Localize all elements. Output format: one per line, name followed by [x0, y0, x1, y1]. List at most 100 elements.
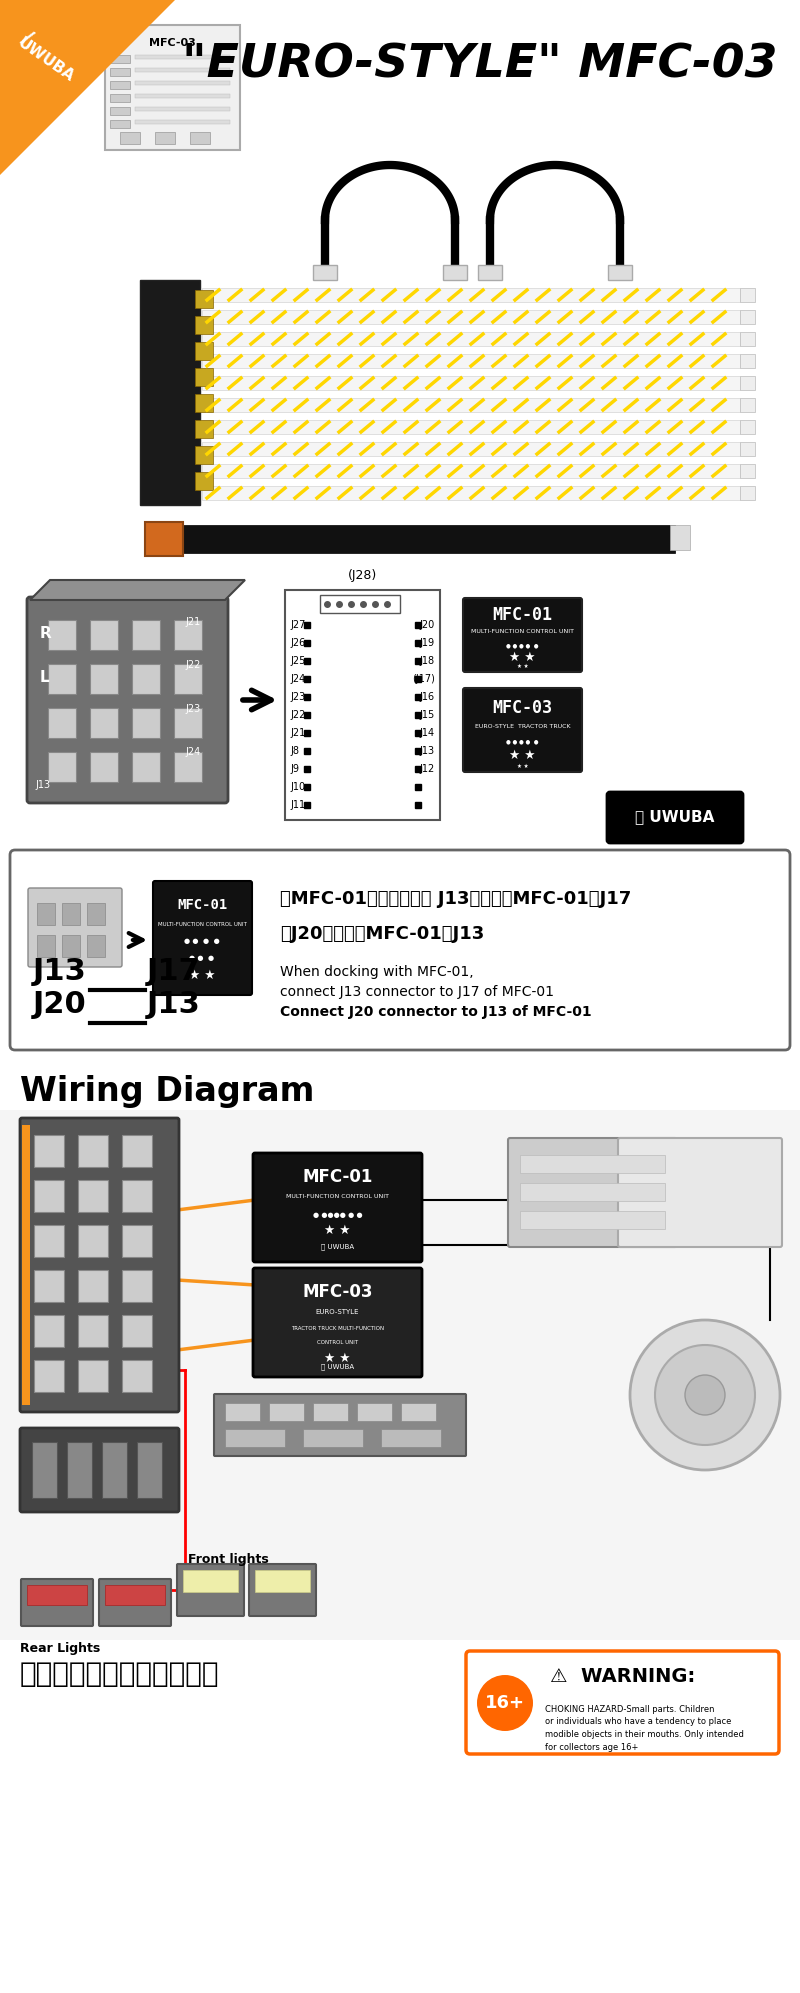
Bar	[110, 68, 130, 76]
Text: ★ ★: ★ ★	[517, 763, 528, 769]
Text: "EURO-STYLE" MFC-03: "EURO-STYLE" MFC-03	[182, 42, 778, 88]
Bar	[195, 369, 213, 387]
Bar	[135, 108, 230, 112]
Bar	[132, 620, 160, 650]
FancyBboxPatch shape	[105, 26, 240, 149]
Bar	[202, 486, 740, 500]
Bar	[135, 94, 230, 98]
Bar	[62, 903, 80, 925]
Bar	[195, 421, 213, 438]
Bar	[110, 120, 130, 128]
Text: MFC-03: MFC-03	[302, 1283, 373, 1301]
Text: MFC-01: MFC-01	[302, 1168, 373, 1186]
FancyBboxPatch shape	[607, 791, 743, 843]
Bar	[174, 664, 202, 694]
Bar	[145, 522, 183, 556]
Text: MULTI-FUNCTION CONTROL UNIT: MULTI-FUNCTION CONTROL UNIT	[471, 630, 574, 634]
Bar	[202, 421, 740, 434]
Bar	[34, 1226, 64, 1258]
Text: ● ●  ●: ● ● ●	[190, 955, 214, 961]
Polygon shape	[0, 0, 175, 175]
Text: 16+: 16+	[485, 1694, 525, 1712]
Text: J24: J24	[290, 674, 306, 684]
Bar	[195, 343, 213, 361]
Text: J20: J20	[420, 620, 435, 630]
Text: J18: J18	[420, 656, 435, 666]
Text: Rear Lights: Rear Lights	[20, 1642, 100, 1654]
Circle shape	[477, 1674, 533, 1732]
Text: ★ ★: ★ ★	[189, 969, 215, 981]
Bar	[155, 132, 175, 143]
Text: J22: J22	[290, 710, 306, 719]
Text: MULTI-FUNCTION CONTROL UNIT: MULTI-FUNCTION CONTROL UNIT	[158, 923, 246, 927]
FancyBboxPatch shape	[466, 1650, 779, 1754]
Bar	[202, 442, 740, 456]
Text: 🔰 UWUBA: 🔰 UWUBA	[321, 1363, 354, 1371]
Text: J22: J22	[185, 660, 200, 670]
Text: J21: J21	[290, 727, 306, 737]
Bar	[478, 265, 502, 279]
Bar	[195, 291, 213, 309]
Bar	[183, 1570, 238, 1592]
FancyBboxPatch shape	[463, 688, 582, 771]
Text: connect J13 connector to J17 of MFC-01: connect J13 connector to J17 of MFC-01	[280, 985, 554, 998]
Bar	[443, 265, 467, 279]
Bar	[195, 317, 213, 335]
FancyBboxPatch shape	[21, 1578, 93, 1626]
Text: J24: J24	[185, 747, 200, 757]
Bar	[105, 1584, 165, 1604]
Text: ● ● ● ●  ●: ● ● ● ● ●	[506, 644, 538, 648]
Bar	[22, 1124, 30, 1405]
Text: J19: J19	[420, 638, 435, 648]
Bar	[34, 1180, 64, 1212]
Bar	[78, 1270, 108, 1301]
Bar	[740, 355, 755, 369]
FancyBboxPatch shape	[27, 598, 228, 803]
Text: J17: J17	[147, 957, 201, 987]
Text: ★ ★: ★ ★	[510, 749, 536, 761]
Bar	[740, 377, 755, 391]
Bar	[27, 1584, 87, 1604]
Text: Wiring Diagram: Wiring Diagram	[20, 1074, 314, 1108]
Text: MFC-01: MFC-01	[493, 606, 553, 624]
Text: J8: J8	[290, 745, 299, 755]
Text: J16: J16	[420, 692, 435, 702]
Bar	[195, 472, 213, 490]
Circle shape	[655, 1345, 755, 1445]
Bar	[78, 1315, 108, 1347]
Text: Connect J20 connector to J13 of MFC-01: Connect J20 connector to J13 of MFC-01	[280, 1004, 592, 1018]
Text: CONTROL UNIT: CONTROL UNIT	[317, 1339, 358, 1345]
Bar	[62, 935, 80, 957]
Bar	[132, 751, 160, 781]
Bar	[67, 1443, 92, 1499]
Bar	[34, 1315, 64, 1347]
FancyBboxPatch shape	[253, 1268, 422, 1377]
FancyBboxPatch shape	[508, 1138, 677, 1248]
Bar	[740, 421, 755, 434]
Bar	[269, 1403, 304, 1421]
Bar	[225, 1429, 285, 1447]
Bar	[202, 289, 740, 303]
Circle shape	[630, 1319, 780, 1471]
Text: J25: J25	[290, 656, 306, 666]
Text: 与MFC-01对接时，需把 J13接头接到MFC-01的J17: 与MFC-01对接时，需把 J13接头接到MFC-01的J17	[280, 891, 631, 909]
Bar	[37, 935, 55, 957]
Text: J23: J23	[290, 692, 306, 702]
Text: CHOKING HAZARD-Small parts. Children
or individuals who have a tendency to place: CHOKING HAZARD-Small parts. Children or …	[545, 1704, 744, 1752]
Bar	[202, 399, 740, 413]
Text: J13: J13	[33, 957, 86, 987]
Bar	[135, 68, 230, 72]
Text: J14: J14	[420, 727, 435, 737]
Circle shape	[685, 1375, 725, 1415]
Bar	[520, 1184, 665, 1202]
Bar	[110, 94, 130, 102]
Text: J23: J23	[185, 704, 200, 713]
Bar	[122, 1315, 152, 1347]
Bar	[320, 596, 400, 614]
Bar	[740, 289, 755, 303]
Bar	[202, 355, 740, 369]
Bar	[32, 1443, 57, 1499]
Text: J13: J13	[420, 745, 435, 755]
Bar	[110, 56, 130, 64]
Bar	[608, 265, 632, 279]
